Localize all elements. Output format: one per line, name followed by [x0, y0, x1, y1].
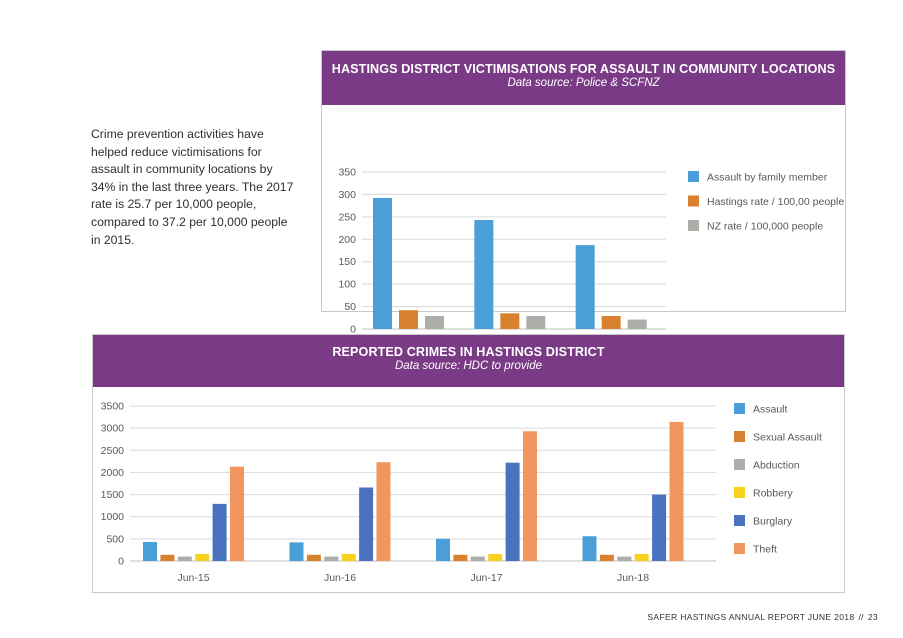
footer-separator: //: [858, 612, 864, 622]
y-tick-label: 0: [350, 324, 356, 336]
legend-swatch: [734, 403, 745, 414]
crimes-bar-chart-plot: 0 500 1000 1500 2000 2500 3000 3500 Jun-15 Jun-16…: [101, 401, 822, 585]
y-tick-label: 500: [106, 533, 124, 545]
bar-hastings-rate-100-00-people-2015: [399, 310, 418, 329]
bar-burglary-jun-16: [359, 487, 374, 561]
y-tick-label: 0: [118, 556, 124, 568]
bar-assault-by-family-member-2016: [474, 219, 494, 329]
bar-assault-by-family-member-2017: [575, 245, 595, 329]
bar-sexual-assault-jun-15: [160, 554, 175, 561]
bar-assault-jun-18: [582, 536, 597, 561]
chart-subtitle: Data source: HDC to provide: [394, 360, 542, 372]
legend-label: Abduction: [753, 460, 800, 472]
legend-swatch: [734, 515, 745, 526]
y-tick-label: 50: [344, 301, 356, 313]
bar-theft-jun-17: [523, 431, 537, 561]
y-tick-label: 150: [338, 256, 356, 268]
chart-subtitle: Data source: Police & SCFNZ: [507, 77, 660, 89]
legend-label: Sexual Assault: [753, 432, 822, 444]
legend-label: Burglary: [753, 516, 793, 528]
chart-header: HASTINGS DISTRICT VICTIMISATIONS FOR ASS…: [322, 51, 845, 105]
assault-victimisations-chart: HASTINGS DISTRICT VICTIMISATIONS FOR ASS…: [321, 50, 846, 353]
report-name: SAFER HASTINGS ANNUAL REPORT JUNE 2018: [647, 612, 855, 622]
intro-paragraph: Crime prevention activities have helped …: [91, 127, 294, 247]
bar-burglary-jun-15: [212, 503, 227, 561]
bar-burglary-jun-18: [652, 494, 667, 561]
legend-swatch: [734, 459, 745, 470]
y-tick-label: 2000: [101, 467, 125, 479]
bar-sexual-assault-jun-17: [453, 554, 468, 561]
legend-swatch: [688, 220, 699, 231]
y-tick-label: 2500: [101, 445, 125, 457]
bar-assault-by-family-member-2015: [373, 198, 392, 329]
legend-swatch: [688, 195, 699, 207]
bar-abduction-jun-18: [617, 556, 632, 561]
x-tick-label: Jun-18: [617, 572, 649, 584]
x-tick-label: Jun-15: [177, 572, 209, 584]
bar-burglary-jun-17: [505, 462, 520, 561]
page-footer: SAFER HASTINGS ANNUAL REPORT JUNE 2018//…: [647, 612, 878, 622]
y-tick-label: 300: [338, 189, 356, 201]
bar-robbery-jun-17: [488, 553, 503, 561]
legend-label: Robbery: [753, 488, 793, 500]
bar-theft-jun-18: [669, 421, 684, 561]
y-tick-label: 100: [338, 279, 356, 291]
y-tick-label: 1000: [101, 511, 125, 523]
bar-sexual-assault-jun-16: [306, 554, 321, 561]
bar-hastings-rate-100-00-people-2017: [601, 315, 621, 329]
chart-title: REPORTED CRIMES IN HASTINGS DISTRICT: [332, 345, 605, 359]
bar-nz-rate-100-000-people-2017: [627, 319, 647, 329]
bar-abduction-jun-17: [470, 556, 485, 561]
y-tick-label: 200: [338, 234, 356, 246]
chart-header: REPORTED CRIMES IN HASTINGS DISTRICT Dat…: [93, 335, 844, 387]
bar-robbery-jun-18: [634, 553, 649, 561]
bar-assault-jun-17: [436, 538, 450, 561]
bar-assault-jun-16: [289, 542, 304, 561]
y-tick-label: 1500: [101, 489, 125, 501]
bar-robbery-jun-15: [195, 553, 210, 561]
legend-label: Theft: [753, 544, 777, 556]
chart-title: HASTINGS DISTRICT VICTIMISATIONS FOR ASS…: [331, 62, 836, 76]
y-tick-label: 3000: [101, 423, 125, 435]
x-tick-label: Jun-17: [470, 572, 502, 584]
x-tick-label: Jun-16: [324, 572, 356, 584]
legend-swatch: [734, 543, 745, 554]
bar-hastings-rate-100-00-people-2016: [500, 313, 520, 329]
y-tick-label: 350: [338, 167, 356, 179]
bar-robbery-jun-16: [341, 553, 356, 561]
legend-label: Hastings rate / 100,00 people: [707, 196, 844, 208]
legend-label: NZ rate / 100,000 people: [707, 221, 823, 233]
bar-abduction-jun-15: [177, 556, 192, 561]
reported-crimes-chart: REPORTED CRIMES IN HASTINGS DISTRICT Dat…: [92, 334, 845, 593]
page-number: 23: [867, 612, 878, 622]
bar-theft-jun-15: [230, 466, 244, 561]
legend-swatch: [688, 171, 699, 182]
bar-theft-jun-16: [376, 462, 391, 561]
y-tick-label: 250: [338, 211, 356, 223]
bar-assault-jun-15: [143, 541, 157, 561]
legend-label: Assault: [753, 404, 788, 416]
bar-nz-rate-100-000-people-2016: [526, 315, 546, 329]
legend-label: Assault by family member: [707, 172, 828, 184]
assault-bar-chart-plot: 050100150200250300350201520162017Assault…: [338, 167, 844, 353]
legend-swatch: [734, 487, 745, 498]
bar-sexual-assault-jun-18: [599, 554, 614, 561]
bar-abduction-jun-16: [324, 556, 339, 561]
y-tick-label: 3500: [101, 401, 125, 413]
bar-nz-rate-100-000-people-2015: [425, 315, 444, 329]
legend-swatch: [734, 431, 745, 442]
